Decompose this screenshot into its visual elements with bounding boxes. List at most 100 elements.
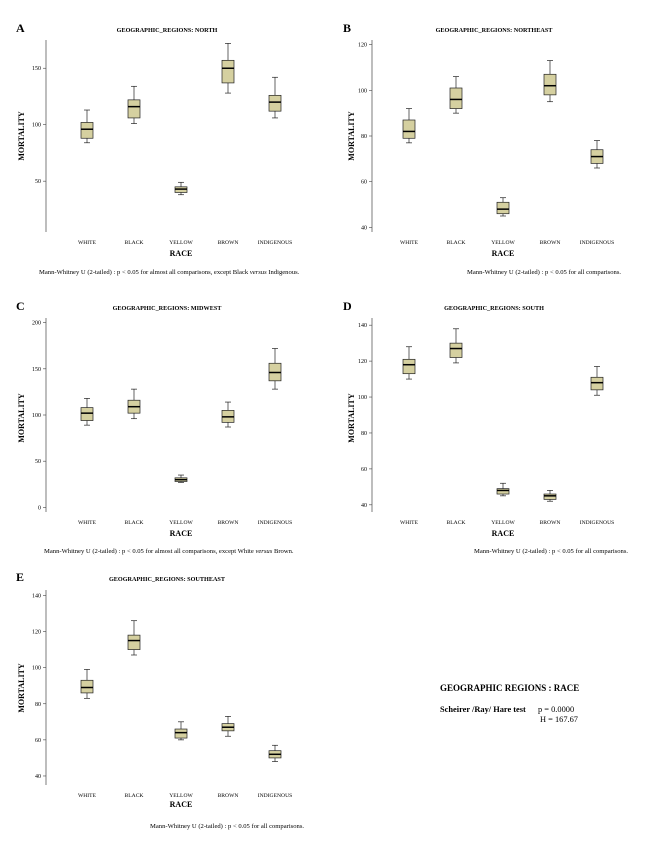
y-axis-label: MORTALITY (347, 111, 356, 161)
box-indigenous (590, 140, 604, 169)
stat-note: Mann-Whitney U (2-tailed) : p < 0.05 for… (474, 548, 628, 555)
box-black (127, 388, 141, 420)
x-category-label: WHITE (400, 240, 419, 246)
x-category-label: INDIGENOUS (258, 240, 293, 246)
x-category-label: WHITE (78, 793, 97, 799)
x-axis-label: RACE (170, 800, 193, 809)
y-tick-label: 80 (35, 702, 41, 708)
stat-note-text: Mann-Whitney U (2-tailed) : p < 0.05 for… (39, 269, 250, 276)
y-axis-label: MORTALITY (17, 663, 26, 713)
x-category-label: INDIGENOUS (580, 240, 615, 246)
box-indigenous (268, 744, 282, 762)
panel-B: B GEOGRAPHIC_REGIONS: NORTHEAST 40 60 80 100 1… (343, 21, 621, 276)
y-tick-label: 60 (361, 180, 367, 186)
box-iqr (449, 342, 463, 358)
x-category-label: BLACK (125, 520, 144, 526)
panel-A: A GEOGRAPHIC_REGIONS: NORTH 50 100 150 MORTAL… (16, 21, 300, 276)
x-axis-label: RACE (170, 249, 193, 258)
box-iqr (80, 407, 94, 421)
x-category-label: BROWN (218, 793, 239, 799)
stat-note-end: Indigenous. (267, 269, 300, 276)
box-iqr (590, 376, 604, 391)
box-iqr (496, 488, 510, 495)
box-iqr (174, 728, 188, 739)
stat-note-text: Mann-Whitney U (2-tailed) : p < 0.05 for… (44, 548, 255, 555)
y-tick-label: 100 (32, 123, 41, 129)
box-iqr (543, 73, 557, 96)
y-tick-label: 50 (35, 179, 41, 185)
y-tick-label: 120 (32, 630, 41, 636)
y-tick-label: 120 (358, 359, 367, 365)
box-black (449, 328, 463, 364)
box-white (80, 109, 94, 144)
chart-title: GEOGRAPHIC_REGIONS: NORTHEAST (436, 27, 554, 34)
y-tick-label: 140 (358, 323, 367, 329)
x-category-label: YELLOW (491, 240, 515, 246)
box-white (402, 108, 416, 144)
y-tick-label: 100 (32, 666, 41, 672)
y-axis-label: MORTALITY (347, 393, 356, 443)
y-tick-label: 100 (32, 413, 41, 419)
panel-D: D GEOGRAPHIC_REGIONS: SOUTH 40 60 80 100 120 14… (343, 299, 628, 555)
stat-note-italic: versus (255, 548, 272, 555)
panel-letter: A (16, 21, 25, 35)
y-tick-label: 80 (361, 431, 367, 437)
box-brown (221, 401, 235, 428)
y-tick-label: 150 (32, 66, 41, 72)
box-indigenous (268, 348, 282, 390)
y-tick-label: 50 (35, 459, 41, 465)
stat-note-italic: versus (250, 269, 267, 276)
box-white (402, 346, 416, 380)
x-category-label: YELLOW (491, 520, 515, 526)
box-indigenous (590, 366, 604, 396)
box-brown (543, 490, 557, 502)
x-category-label: BLACK (125, 240, 144, 246)
box-brown (221, 43, 235, 94)
stat-note: Mann-Whitney U (2-tailed) : p < 0.05 for… (39, 269, 300, 276)
box-iqr (402, 358, 416, 375)
box-iqr (402, 119, 416, 139)
panel-C: C GEOGRAPHIC_REGIONS: MIDWEST 0 50 100 150 200… (16, 299, 294, 555)
x-axis-label: RACE (170, 529, 193, 538)
x-category-label: BROWN (540, 520, 561, 526)
x-category-label: INDIGENOUS (258, 793, 293, 799)
y-tick-label: 200 (32, 321, 41, 327)
stat-note-end: Brown. (272, 548, 294, 555)
stat-note: Mann-Whitney U (2-tailed) : p < 0.05 for… (467, 269, 621, 276)
x-category-label: INDIGENOUS (580, 520, 615, 526)
box-white (80, 669, 94, 699)
stat-note: Mann-Whitney U (2-tailed) : p < 0.05 for… (150, 823, 304, 830)
y-tick-label: 120 (358, 43, 367, 49)
stat-note-text: Mann-Whitney U (2-tailed) : p < 0.05 for… (150, 823, 304, 830)
y-tick-label: 60 (361, 467, 367, 473)
box-yellow (174, 181, 188, 196)
y-tick-label: 60 (35, 738, 41, 744)
box-black (127, 620, 141, 656)
x-category-label: INDIGENOUS (258, 520, 293, 526)
panel-E: E GEOGRAPHIC_REGIONS: SOUTHEAST 40 60 80 100 1… (16, 570, 304, 830)
y-tick-label: 40 (361, 503, 367, 509)
x-category-label: YELLOW (169, 240, 193, 246)
x-category-label: WHITE (78, 520, 97, 526)
box-yellow (174, 474, 188, 483)
x-category-label: YELLOW (169, 793, 193, 799)
box-iqr (127, 99, 141, 119)
x-category-label: YELLOW (169, 520, 193, 526)
y-tick-label: 40 (361, 225, 367, 231)
box-white (80, 398, 94, 426)
panel-letter: E (16, 570, 24, 584)
box-brown (543, 60, 557, 103)
stat-note-text: Mann-Whitney U (2-tailed) : p < 0.05 for… (467, 269, 621, 276)
box-yellow (496, 197, 510, 217)
box-iqr (80, 122, 94, 139)
panel-letter: B (343, 21, 351, 35)
box-iqr (496, 201, 510, 215)
y-tick-label: 80 (361, 134, 367, 140)
box-black (127, 85, 141, 124)
y-tick-label: 150 (32, 367, 41, 373)
x-axis-label: RACE (492, 249, 515, 258)
y-tick-label: 100 (358, 88, 367, 94)
chart-title: GEOGRAPHIC_REGIONS: MIDWEST (113, 305, 223, 312)
panel-letter: D (343, 299, 352, 313)
